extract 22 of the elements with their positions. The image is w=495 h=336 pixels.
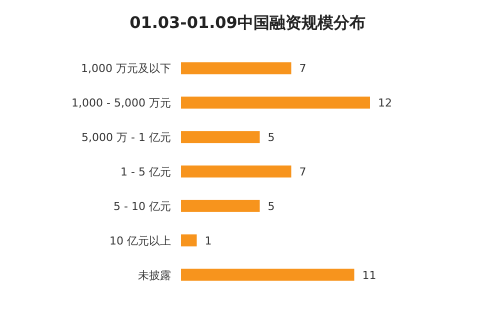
bar <box>181 166 292 178</box>
y-tick-label: 1,000 万元及以下 <box>81 62 171 76</box>
chart-title: 01.03-01.09中国融资规模分布 <box>130 13 366 32</box>
data-label: 1 <box>204 234 212 248</box>
y-tick-label: 未披露 <box>138 268 171 282</box>
data-label: 12 <box>378 96 392 110</box>
data-label: 11 <box>362 268 376 282</box>
bar <box>181 200 260 212</box>
data-label: 5 <box>268 200 275 213</box>
bar <box>181 62 292 74</box>
data-label: 5 <box>268 131 275 144</box>
bar <box>181 131 260 144</box>
y-tick-label: 5 - 10 亿元 <box>114 200 171 213</box>
y-tick-label: 10 亿元以上 <box>110 234 171 248</box>
data-label: 7 <box>299 166 306 178</box>
y-tick-label: 1 - 5 亿元 <box>120 166 171 178</box>
bar <box>181 234 197 246</box>
bar <box>181 268 354 281</box>
y-tick-label: 1,000 - 5,000 万元 <box>72 96 171 110</box>
y-tick-label: 5,000 万 - 1 亿元 <box>82 131 171 144</box>
bar <box>181 96 370 109</box>
data-label: 7 <box>299 62 306 76</box>
